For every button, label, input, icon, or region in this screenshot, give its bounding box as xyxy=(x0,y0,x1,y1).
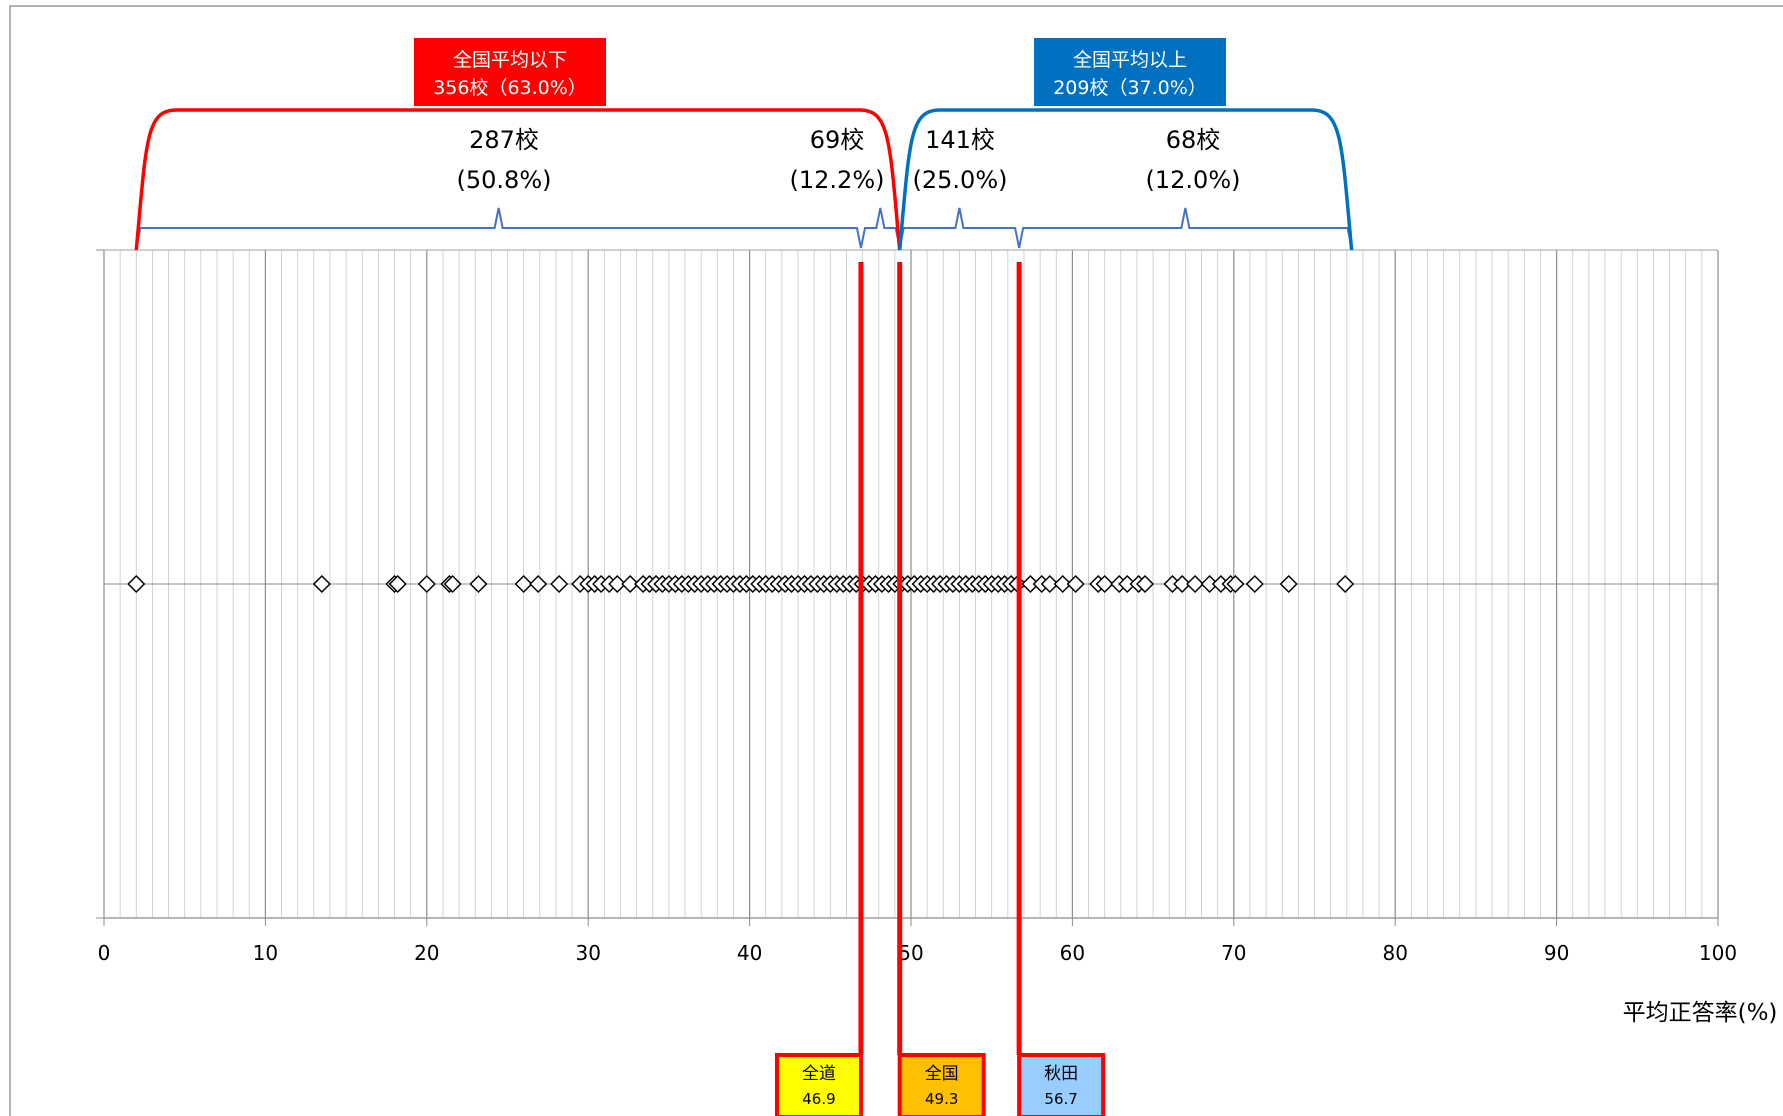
reference-label: 秋田 xyxy=(1044,1064,1078,1084)
data-points xyxy=(127,574,1355,594)
group-label-box xyxy=(414,38,606,106)
data-point xyxy=(1226,574,1245,594)
data-point xyxy=(1053,574,1072,594)
data-point xyxy=(469,574,488,594)
x-tick-label: 90 xyxy=(1544,941,1569,965)
data-point xyxy=(1040,574,1059,594)
segment-count: 68校 xyxy=(1166,126,1221,154)
reference-value: 46.9 xyxy=(802,1090,835,1108)
reference-value: 49.3 xyxy=(925,1090,958,1108)
x-tick-label: 30 xyxy=(575,941,600,965)
x-tick-label: 40 xyxy=(737,941,762,965)
reference-label-box xyxy=(897,1053,986,1116)
data-point xyxy=(550,574,569,594)
x-tick-label: 100 xyxy=(1699,941,1737,965)
group-brackets: 全国平均以下 356校（63.0%） 全国平均以上 209校（37.0%） xyxy=(134,38,1354,251)
group-bracket xyxy=(134,108,902,251)
data-point xyxy=(127,574,146,594)
data-point xyxy=(443,574,462,594)
reference-value: 56.7 xyxy=(1044,1090,1077,1108)
segment-percent: (50.8%) xyxy=(457,166,552,194)
segment-percent: (12.0%) xyxy=(1146,166,1241,194)
x-tick-label: 70 xyxy=(1221,941,1246,965)
segment-percent: (12.2%) xyxy=(790,166,885,194)
x-axis-label: 平均正答率(%) xyxy=(1623,1000,1778,1026)
reference-lines: 全道 46.9 全国 49.3 秋田 56.7 xyxy=(774,262,1106,1116)
segment-braces: 287校 (50.8%) 69校 (12.2%) 141校 (25.0%) 68校 (12.0… xyxy=(135,126,1353,249)
segment-percent: (25.0%) xyxy=(913,166,1008,194)
data-point xyxy=(388,574,407,594)
data-point xyxy=(1336,574,1355,594)
data-point xyxy=(1245,574,1264,594)
group-bracket xyxy=(897,108,1354,251)
data-point xyxy=(1135,574,1155,594)
x-tick-label: 20 xyxy=(414,941,439,965)
data-point xyxy=(1066,574,1085,594)
segment-count: 287校 xyxy=(469,126,539,154)
reference-label: 全道 xyxy=(802,1064,836,1084)
x-tick-label: 80 xyxy=(1382,941,1407,965)
data-point xyxy=(608,574,627,594)
segment-brace xyxy=(135,207,862,249)
reference-label-box xyxy=(1017,1053,1106,1116)
x-axis-ticks: 0 10 20 30 40 50 60 70 80 90 100 xyxy=(98,918,1737,965)
data-point xyxy=(417,574,436,594)
data-point xyxy=(1279,574,1298,594)
x-tick-label: 50 xyxy=(898,941,923,965)
segment-brace xyxy=(859,207,901,249)
data-point xyxy=(529,574,548,594)
group-detail: 209校（37.0%） xyxy=(1053,77,1207,99)
data-point xyxy=(1186,574,1205,594)
segment-count: 69校 xyxy=(810,126,865,154)
data-point xyxy=(514,574,533,594)
group-title: 全国平均以下 xyxy=(453,49,567,71)
group-label-box xyxy=(1034,38,1226,106)
segment-brace xyxy=(1018,207,1353,249)
data-point xyxy=(312,574,331,594)
x-tick-label: 60 xyxy=(1060,941,1085,965)
segment-count: 141校 xyxy=(925,126,995,154)
data-point xyxy=(1095,574,1114,594)
data-point xyxy=(1173,574,1192,594)
x-tick-label: 10 xyxy=(253,941,278,965)
x-tick-label: 0 xyxy=(98,941,111,965)
reference-label: 全国 xyxy=(925,1064,959,1084)
group-detail: 356校（63.0%） xyxy=(433,77,587,99)
reference-label-box xyxy=(774,1053,863,1116)
group-title: 全国平均以上 xyxy=(1073,49,1187,71)
chart-border xyxy=(9,5,1783,1116)
segment-brace xyxy=(898,207,1021,249)
data-point xyxy=(621,574,640,594)
